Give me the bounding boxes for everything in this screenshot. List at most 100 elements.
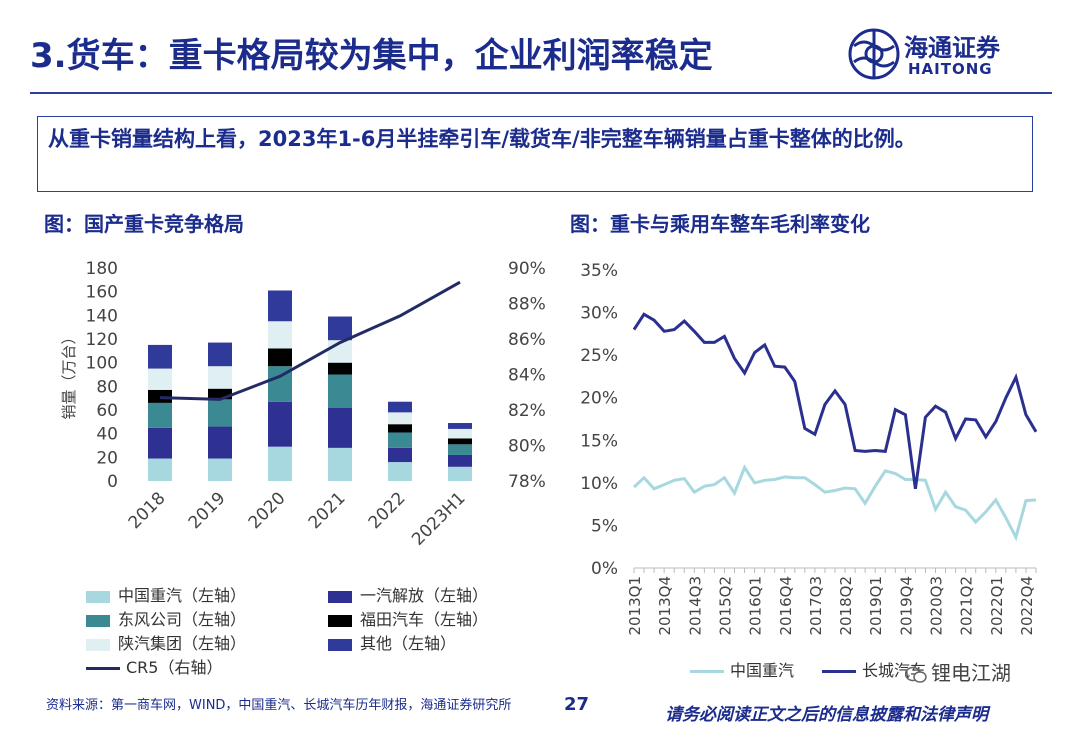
legend-label: 中国重汽 <box>730 661 795 680</box>
bar-segment <box>328 447 352 481</box>
x-tick-label: 2013Q4 <box>656 576 674 636</box>
bar-segment <box>208 366 232 389</box>
legend-label: 其他（左轴） <box>360 634 457 653</box>
margin-line <box>632 464 1037 542</box>
x-tick-label: 2020 <box>245 488 290 533</box>
y-tick-label: 120 <box>86 330 118 350</box>
legend-label: CR5（右轴） <box>126 658 223 677</box>
y-tick-label: 180 <box>86 259 118 279</box>
disclaimer: 请务必阅读正文之后的信息披露和法律声明 <box>665 705 988 725</box>
watermark-text: 锂电江湖 <box>931 661 1011 685</box>
bar-segment <box>388 432 412 448</box>
x-tick-label: 2019Q4 <box>897 576 915 636</box>
right-figure-title: 图：重卡与乘用车整车毛利率变化 <box>570 212 870 236</box>
bar-segment <box>148 427 172 459</box>
watermark: 锂电江湖 <box>904 657 1011 686</box>
y-tick-label: 35% <box>580 261 618 281</box>
bar-segment <box>148 344 172 369</box>
bar-segment <box>448 438 472 445</box>
chat-bubble-icon <box>904 666 927 683</box>
x-tick-label: 2019 <box>185 488 230 533</box>
x-tick-label: 2022 <box>365 488 410 533</box>
y-tick-label: 25% <box>580 346 618 366</box>
bar-segment <box>448 428 472 439</box>
legend-line-swatch <box>86 667 120 670</box>
y-tick-label: 0 <box>107 472 118 492</box>
bar-segment <box>208 426 232 459</box>
gross-margin-chart: 0% 5% 10% 15% 20% 25% 30% 35% 2013Q1 2013Q4 2014Q3… <box>580 261 1038 636</box>
bar-segment <box>448 466 472 481</box>
y2-tick-label: 78% <box>508 472 546 492</box>
x-tick-label: 2016Q1 <box>747 576 765 636</box>
page-title: 3.货车：重卡格局较为集中，企业利润率稳定 <box>30 36 713 76</box>
y-tick-label: 60 <box>96 401 118 421</box>
bar-segment <box>388 424 412 433</box>
source-note: 资料来源：第一商车网，WIND，中国重汽、长城汽车历年财报，海通证券研究所 <box>46 698 512 713</box>
x-tick-label: 2022Q4 <box>1018 576 1036 636</box>
x-tick-label: 2022Q1 <box>988 576 1006 636</box>
bar-segment <box>448 444 472 455</box>
bar-segment <box>268 321 292 349</box>
logo-english-name: HAITONG <box>908 60 993 78</box>
bar-segment <box>268 290 292 322</box>
y2-tick-label: 82% <box>508 401 546 421</box>
legend-label: 长城汽车 <box>862 661 927 680</box>
legend-swatch <box>86 590 110 603</box>
bar-segment <box>328 407 352 448</box>
x-tick-label: 2017Q3 <box>807 576 825 636</box>
legend-item-foton: 福田汽车（左轴） <box>328 609 488 631</box>
legend-swatch <box>86 614 110 627</box>
bar-segment <box>148 389 172 403</box>
y-tick-label: 80 <box>96 377 118 397</box>
bar-segment <box>148 458 172 481</box>
y2-tick-label: 88% <box>508 295 546 315</box>
bar-segment <box>388 401 412 413</box>
bar-segment <box>448 454 472 467</box>
callout-box: 从重卡销量结构上看，2023年1-6月半挂牵引车/载货车/非完整车辆销量占重卡整… <box>37 116 1033 192</box>
x-tick-label: 2023H1 <box>408 488 469 549</box>
y-tick-label: 40 <box>96 425 118 445</box>
legend-label: 一汽解放（左轴） <box>360 586 489 605</box>
y-tick-label: 0% <box>591 559 618 579</box>
bar-segment <box>268 348 292 367</box>
bar-segment <box>208 342 232 367</box>
y2-tick-label: 90% <box>508 259 546 279</box>
y-tick-label: 20% <box>580 389 618 409</box>
y-tick-label: 30% <box>580 304 618 324</box>
legend-swatch <box>328 614 352 627</box>
bar-segment <box>328 362 352 375</box>
left-figure-title: 图：国产重卡竞争格局 <box>44 212 244 236</box>
y-tick-label: 140 <box>86 306 118 326</box>
bar-segment <box>148 368 172 390</box>
legend-line-swatch <box>822 670 856 673</box>
bar-segment <box>448 423 472 429</box>
bar-segment <box>388 462 412 481</box>
y-tick-label: 100 <box>86 354 118 374</box>
legend-item-other: 其他（左轴） <box>328 633 456 655</box>
legend-item-sinotruk-margin: 中国重汽 <box>690 660 794 682</box>
bar-segment <box>208 458 232 481</box>
bar-segment <box>268 401 292 447</box>
logo-chinese-name: 海通证券 <box>904 33 1000 62</box>
x-tick-label: 2021Q2 <box>958 576 976 636</box>
legend-label: 中国重汽（左轴） <box>118 586 247 605</box>
legend-item-faw: 一汽解放（左轴） <box>328 585 488 607</box>
bar-segment <box>328 316 352 341</box>
y-tick-label: 10% <box>580 474 618 494</box>
y2-tick-label: 86% <box>508 330 546 350</box>
x-tick-label: 2014Q3 <box>686 576 704 636</box>
haitong-logo: 海通证券 HAITONG <box>848 26 1048 86</box>
page-number: 27 <box>564 694 590 715</box>
callout-text: 从重卡销量结构上看，2023年1-6月半挂牵引车/载货车/非完整车辆销量占重卡整… <box>48 127 916 151</box>
header-divider <box>30 92 1052 94</box>
legend-label: 福田汽车（左轴） <box>360 610 489 629</box>
margin-line <box>632 312 1038 490</box>
y-tick-label: 20 <box>96 448 118 468</box>
cr5-line <box>159 280 461 401</box>
x-tick-label: 2020Q3 <box>928 576 946 636</box>
x-tick-label: 2013Q1 <box>626 576 644 636</box>
bar-segment <box>388 412 412 425</box>
left-chart-legend: 中国重汽（左轴） 一汽解放（左轴） 东风公司（左轴） 福田汽车（左轴） 陕汽集团… <box>86 585 546 685</box>
y-tick-label: 15% <box>580 431 618 451</box>
x-tick-label: 2015Q2 <box>716 576 734 636</box>
